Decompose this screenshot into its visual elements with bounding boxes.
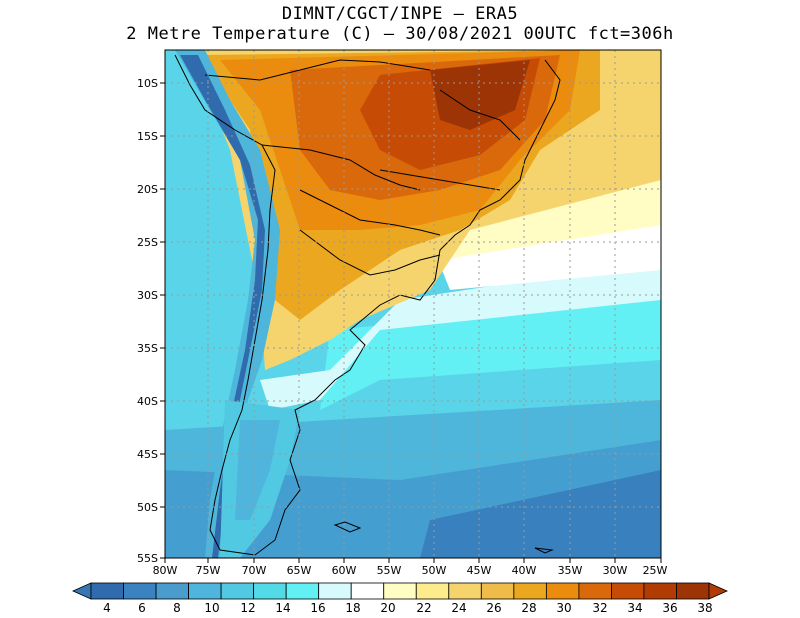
colorbar-label: 28 [521,601,536,615]
colorbar-label: 26 [486,601,501,615]
lon-label: 40W [512,564,537,577]
lon-label: 70W [242,564,267,577]
colorbar-label: 10 [204,601,219,615]
temperature-field [165,50,661,558]
colorbar-cell [220,582,255,600]
colorbar-label: 6 [138,601,146,615]
colorbar: 4 6 8 10 12 14 16 18 20 22 24 26 28 30 3… [72,582,728,615]
lon-label: 80W [153,564,178,577]
colorbar-cell [383,582,417,600]
colorbar-cell [285,582,320,600]
lat-label: 40S [137,395,158,408]
colorbar-cell [643,582,677,600]
lon-label: 25W [643,564,668,577]
lon-label: 50W [422,564,447,577]
colorbar-cell [676,582,710,600]
coastlines [174,54,561,556]
colorbar-cell [155,582,189,600]
lat-label: 20S [137,183,158,196]
lon-label: 35W [558,564,583,577]
lon-label: 60W [332,564,357,577]
colorbar-label: 18 [345,601,360,615]
lon-label: 30W [603,564,628,577]
colorbar-label: 30 [556,601,571,615]
lat-label: 10S [137,77,158,90]
colorbar-cell [188,582,222,600]
colorbar-cell [448,582,482,600]
lat-label: 30S [137,289,158,302]
colorbar-label: 24 [451,601,466,615]
colorbar-label: 36 [662,601,677,615]
colorbar-labels: 4 6 8 10 12 14 16 18 20 22 24 26 28 30 3… [103,601,712,615]
longitude-labels: 80W 75W 70W 65W 60W 55W 50W 45W 40W 35W … [153,564,668,577]
lon-label: 75W [196,564,221,577]
colorbar-label: 20 [380,601,395,615]
lat-label: 25S [137,236,158,249]
lat-label: 15S [137,130,158,143]
colorbar-under-arrow [72,582,92,600]
colorbar-cell [513,582,547,600]
colorbar-cell [123,582,157,600]
colorbar-cell [545,582,580,600]
colorbar-cell [415,582,450,600]
lat-label: 50S [137,501,158,514]
colorbar-label: 38 [697,601,712,615]
colorbar-cell [611,582,645,600]
map-title-line1: DIMNT/CGCT/INPE – ERA5 [281,4,519,24]
colorbar-cell [350,582,385,600]
lon-label: 45W [467,564,492,577]
colorbar-label: 34 [627,601,642,615]
colorbar-cell [253,582,287,600]
colorbar-cell [578,582,612,600]
lon-label: 65W [287,564,312,577]
axis-ticks [160,82,662,563]
colorbar-label: 22 [416,601,431,615]
colorbar-label: 4 [103,601,111,615]
latitude-labels: 10S 15S 20S 25S 30S 35S 40S 45S 50S 55S [137,77,158,565]
map-title-line2: 2 Metre Temperature (C) – 30/08/2021 00U… [126,24,674,44]
colorbar-label: 32 [592,601,607,615]
colorbar-label: 8 [173,601,181,615]
lat-label: 55S [137,552,158,565]
colorbar-label: 14 [275,601,290,615]
lon-label: 55W [377,564,402,577]
map-frame [164,49,662,559]
colorbar-over-arrow [708,582,728,600]
colorbar-label: 12 [240,601,255,615]
lat-label: 35S [137,342,158,355]
graticule [165,50,661,558]
colorbar-cell [480,582,515,600]
colorbar-cells [90,582,710,600]
colorbar-label: 16 [310,601,325,615]
colorbar-cell [318,582,352,600]
lat-label: 45S [137,448,158,461]
colorbar-cell [90,582,124,600]
